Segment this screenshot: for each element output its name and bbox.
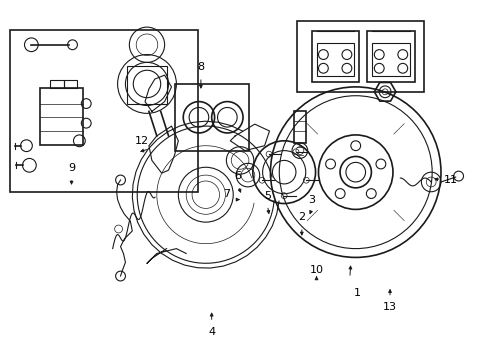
Text: 2: 2	[298, 212, 305, 222]
Bar	[175, 84, 248, 150]
Text: 4: 4	[208, 327, 215, 337]
Bar	[311, 31, 358, 82]
Text: 7: 7	[223, 189, 229, 199]
Bar	[296, 21, 424, 92]
Bar	[293, 111, 305, 143]
Text: 10: 10	[309, 265, 323, 275]
Text: 12: 12	[135, 136, 149, 146]
Text: 13: 13	[382, 302, 396, 312]
Text: 5: 5	[264, 191, 270, 201]
Bar	[127, 66, 166, 104]
Text: 9: 9	[68, 163, 75, 173]
Text: 1: 1	[353, 288, 361, 298]
Bar	[10, 30, 198, 192]
Bar	[372, 43, 409, 76]
Bar	[367, 31, 414, 82]
Bar	[316, 43, 353, 76]
Bar	[40, 88, 83, 145]
Text: 3: 3	[307, 195, 314, 204]
Text: 6: 6	[234, 171, 241, 181]
Bar	[50, 80, 63, 88]
Bar	[63, 80, 77, 88]
Text: 11: 11	[443, 175, 457, 185]
Text: 8: 8	[197, 62, 204, 72]
